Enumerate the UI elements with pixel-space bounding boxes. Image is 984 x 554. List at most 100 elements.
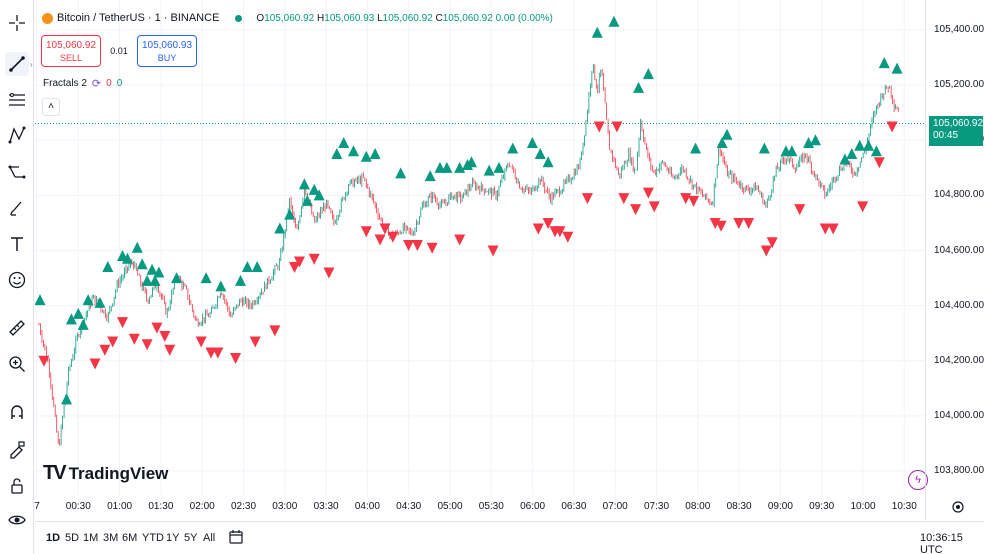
fractal-down-marker [128,333,140,345]
current-price-label: 105,060.92 00:45 [929,116,983,146]
settings-icon[interactable] [951,500,965,514]
fractal-down-marker [487,245,499,257]
symbol-name[interactable]: Bitcoin / TetherUS · 1 · BINANCE [57,12,220,24]
fractal-down-marker [426,242,438,254]
fractal-down-marker [117,317,129,329]
fractal-up-marker [758,142,770,154]
fractal-up-marker [360,150,372,162]
time-tick-label: 03:30 [313,501,339,512]
fractal-down-marker [593,121,605,133]
fractal-down-marker [205,347,217,359]
range-1d[interactable]: 1D [46,532,61,544]
fractal-up-marker [454,161,466,173]
magnet-icon[interactable] [5,400,29,424]
fractal-down-marker [269,325,281,337]
range-5d[interactable]: 5D [65,532,80,544]
fractal-down-marker [38,355,50,367]
fractal-up-marker [136,258,148,270]
fractal-up-marker [308,183,320,195]
fractal-up-marker [200,272,212,284]
utc-clock[interactable]: 10:36:15 UTC [920,532,963,554]
fractal-up-marker [298,178,310,190]
market-status-icon [235,14,243,22]
fractal-down-marker [554,226,566,238]
text-icon[interactable] [5,232,29,256]
fractal-up-marker [153,266,165,278]
fractal-up-marker [786,145,798,157]
zoom-icon[interactable] [5,352,29,376]
fractal-down-marker [618,193,630,205]
fractal-down-marker [387,231,399,243]
fractal-down-marker [289,262,301,274]
fractal-up-marker [507,142,519,154]
time-tick-label: 7 [34,501,40,512]
trend-line-icon[interactable] [5,52,29,76]
time-tick-label: 09:30 [809,501,835,512]
price-chart[interactable] [35,0,925,495]
fractal-down-marker [293,256,305,268]
fractal-down-marker [159,330,171,342]
fractal-down-marker [249,336,261,348]
time-tick-label: 05:30 [478,501,504,512]
range-ytd[interactable]: YTD [142,532,164,544]
brush-icon[interactable] [5,197,29,221]
price-tick-label: 104,600.00 [934,244,984,256]
fractal-down-marker [532,223,544,235]
range-3m[interactable]: 3M [103,532,119,544]
fractal-down-marker [886,121,898,133]
fractal-up-value: 0 [116,78,123,89]
lock-icon[interactable] [5,474,29,498]
range-1y[interactable]: 1Y [166,532,180,544]
forecast-icon[interactable] [5,160,29,184]
fractal-down-marker [648,201,660,213]
fractal-down-marker [360,226,372,238]
chart-pane[interactable] [35,0,925,520]
time-tick-label: 05:00 [437,501,463,512]
fractal-up-marker [854,139,866,151]
ohlc-values: O105,060.92 H105,060.93 L105,060.92 C105… [256,12,553,24]
pattern-icon[interactable] [5,123,29,147]
fractal-up-marker [121,252,133,264]
fractal-up-marker [839,153,851,165]
fractal-down-marker [766,237,778,249]
go-to-date-icon[interactable] [228,529,244,545]
range-6m[interactable]: 6M [122,532,138,544]
fib-icon[interactable] [5,88,29,112]
time-axis[interactable]: 7 00:30 01:00 01:30 02:00 02:30 03:00 03:30 04:0… [34,495,925,520]
fractal-down-value: 0 [106,78,112,89]
fractal-up-marker [542,156,554,168]
range-all[interactable]: All [203,532,216,544]
sell-button[interactable]: 105,060.92 SELL [41,35,101,67]
chevron-right-icon[interactable]: › [30,60,33,69]
indicator-name[interactable]: Fractals 2 [43,78,87,89]
fractal-up-marker [434,161,446,173]
price-tick-label: 105,200.00 [934,79,984,91]
trade-buttons: 105,060.92 SELL 0.01 105,060.93 BUY [41,35,197,67]
fractal-up-marker [803,137,815,149]
lock-drawing-icon[interactable] [5,437,29,461]
fractal-up-marker [483,164,495,176]
emoji-icon[interactable] [5,268,29,292]
ruler-icon[interactable] [5,316,29,340]
time-tick-label: 10:00 [850,501,876,512]
buy-button[interactable]: 105,060.93 BUY [137,35,197,67]
fractal-down-marker [164,344,176,356]
collapse-legend-button[interactable]: ˄ [42,98,60,116]
symbol-legend: Bitcoin / TetherUS · 1 · BINANCE O105,06… [42,12,553,24]
range-1m[interactable]: 1M [83,532,99,544]
fractal-up-marker [313,189,325,201]
fractal-up-marker [35,294,46,306]
crosshair-icon[interactable] [5,11,29,35]
indicator-legend[interactable]: Fractals 2 ⟳ 0 0 [43,77,122,90]
range-5y[interactable]: 5Y [184,532,198,544]
price-axis[interactable]: 105,400.00105,200.00105,000.00104,800.00… [925,0,984,520]
fractal-up-marker [633,81,645,93]
fractal-up-marker [301,194,313,206]
fractal-up-marker [131,241,143,253]
flash-icon[interactable]: ϟ [908,470,928,490]
time-tick-label: 09:00 [767,501,793,512]
fractal-up-marker [65,313,77,325]
fractal-up-marker [274,222,286,234]
eye-icon[interactable] [5,508,29,532]
